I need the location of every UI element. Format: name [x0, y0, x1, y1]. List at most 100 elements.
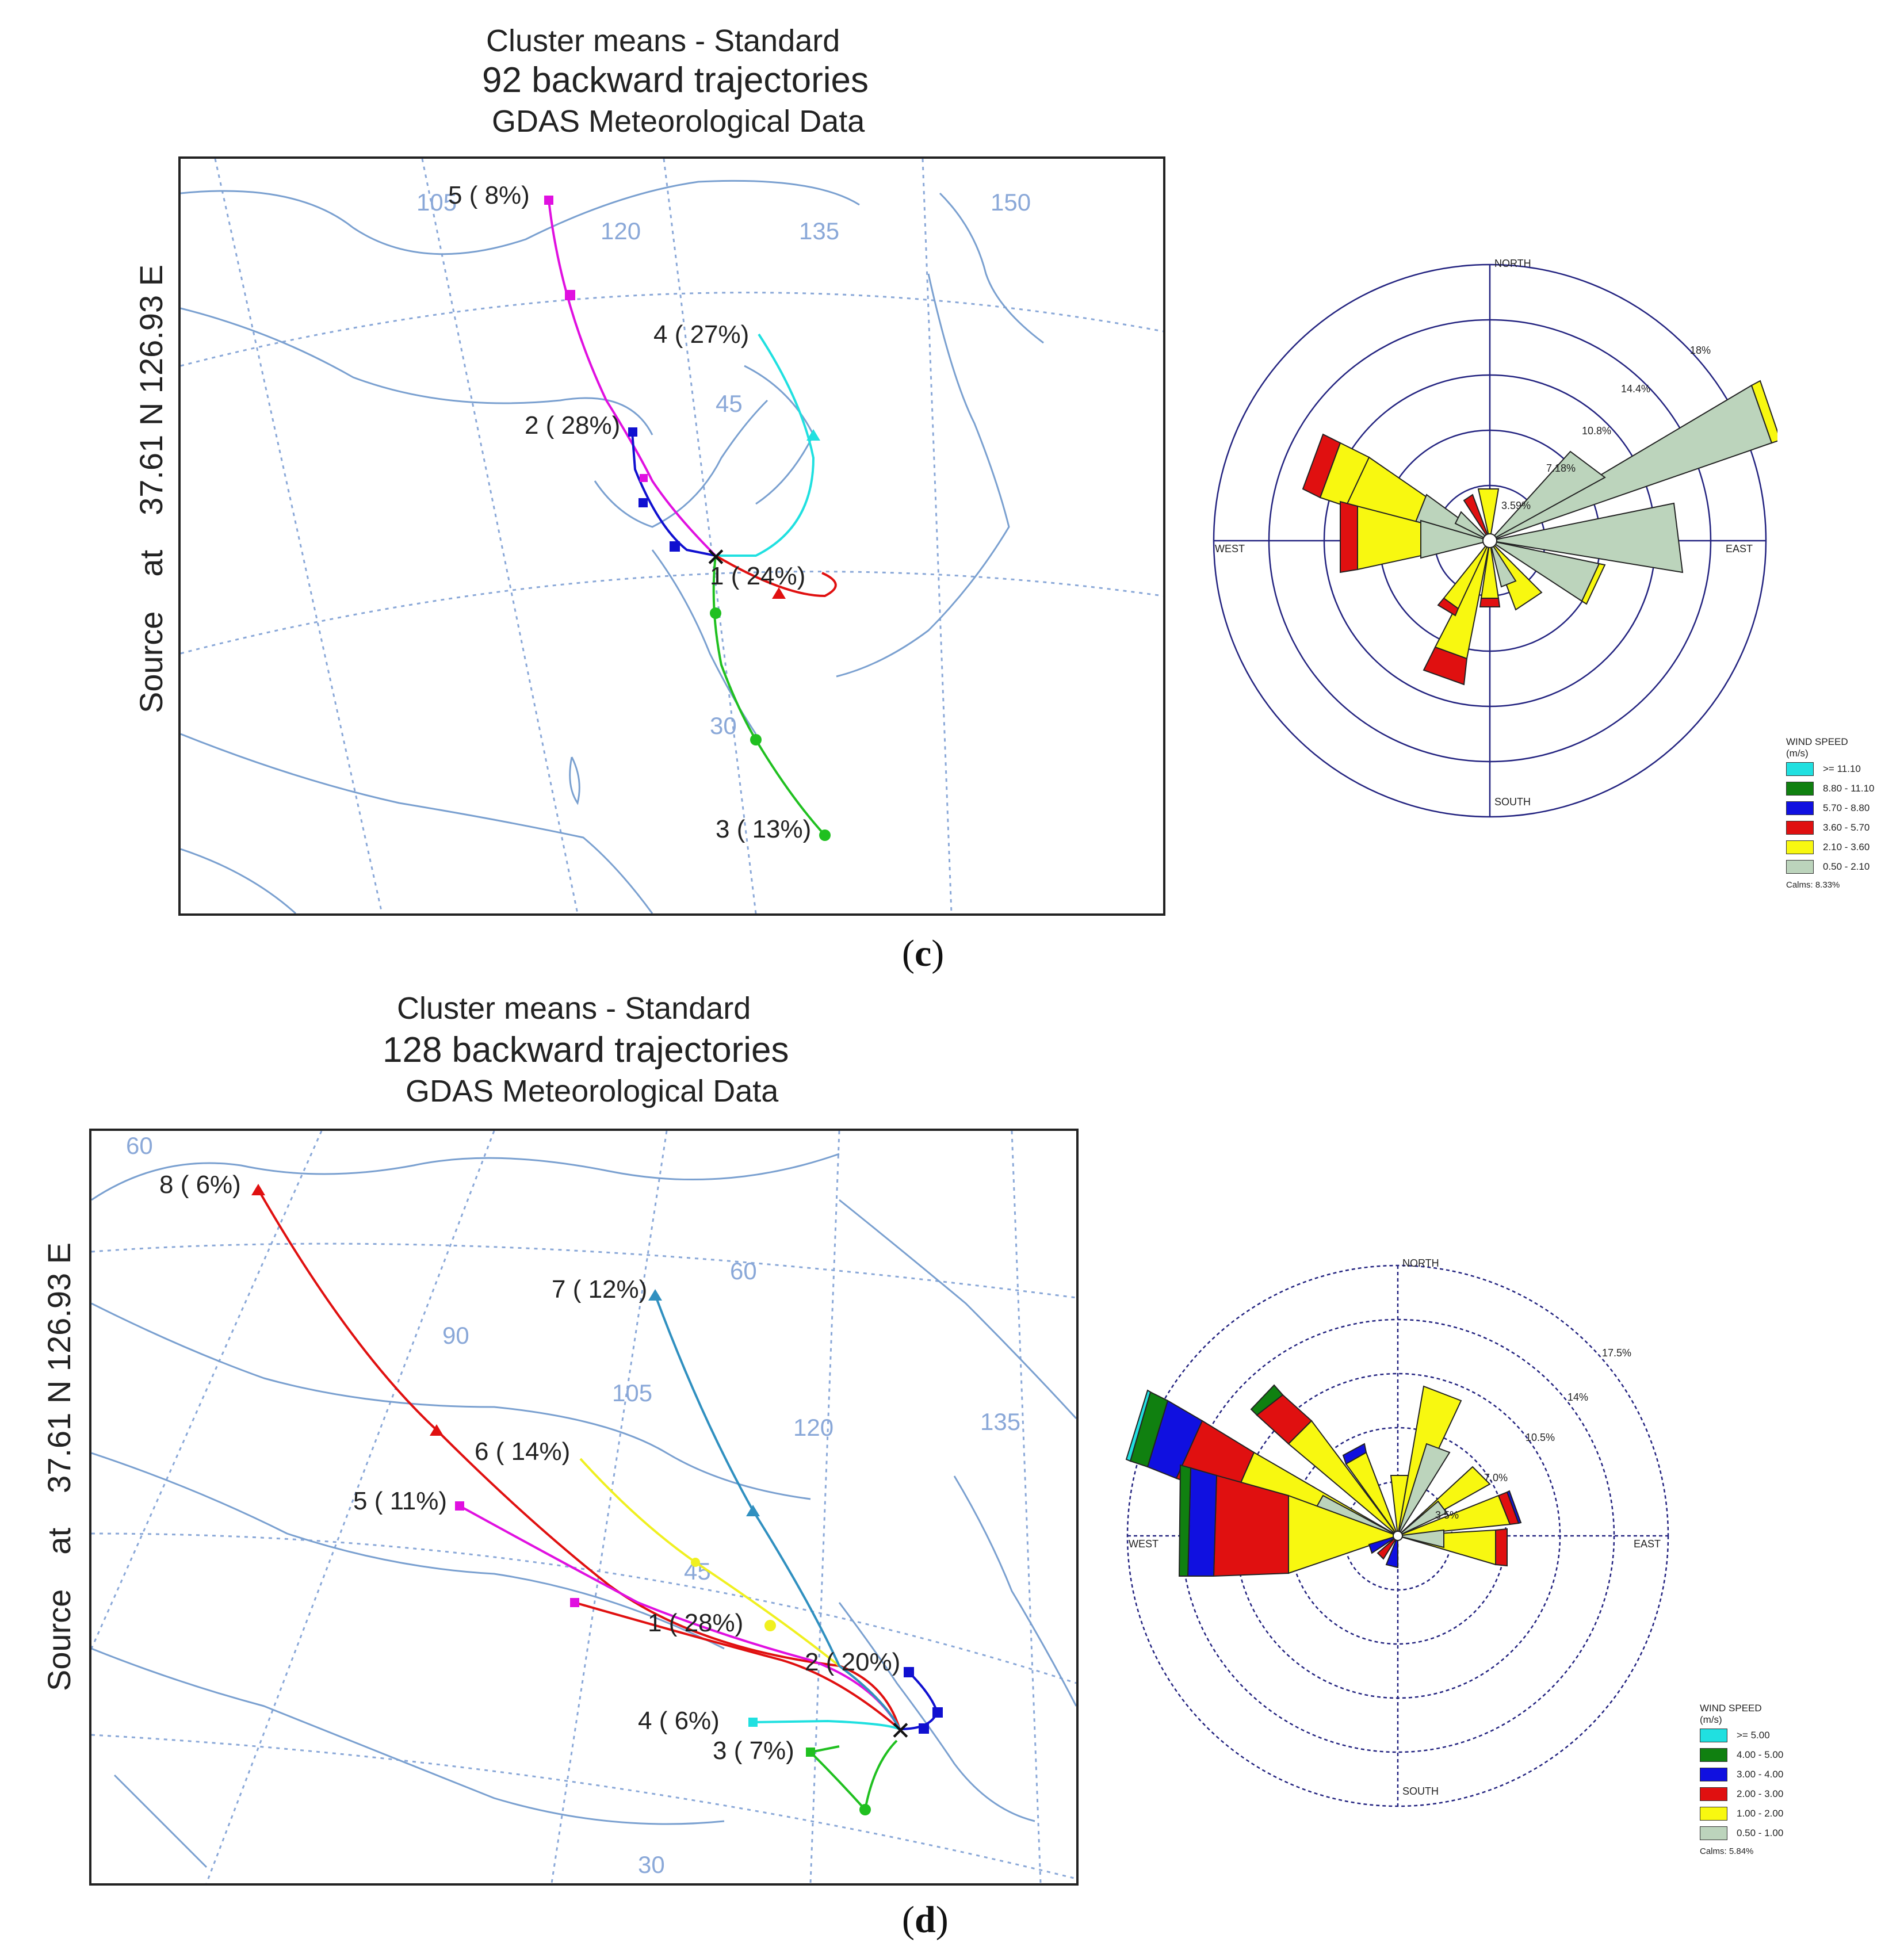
panel-d-petal [1178, 1464, 1192, 1577]
panel-d-trajectory-8 [257, 1189, 901, 1730]
panel-c-marker [640, 474, 648, 482]
panel-d-petal [1250, 1384, 1284, 1416]
panel-d-source-marker: ✕ [890, 1717, 911, 1745]
panel-d-cluster-label-3: 3 ( 7%) [713, 1737, 794, 1765]
panel-d-source-label: Sourceat37.61 N 126.93 E [41, 1242, 77, 1691]
panel-c-petal [1423, 646, 1468, 686]
legend-item: 0.50 - 1.00 [1700, 1823, 1783, 1843]
panel-c-lat-label: 30 [710, 712, 737, 739]
legend-unit: (m/s) [1786, 748, 1809, 759]
panel-d-lon-label: 105 [612, 1379, 652, 1406]
panel-d-petal [1125, 1389, 1152, 1462]
panel-d-cluster-label-5: 5 ( 11%) [353, 1487, 447, 1515]
panel-c-cluster-label-4: 4 ( 27%) [653, 320, 749, 349]
legend-item: 0.50 - 2.10 [1786, 857, 1874, 877]
panel-d-trajectory-3 [808, 1739, 898, 1813]
panel-c-direction-east: EAST [1726, 543, 1753, 555]
panel-d-cluster-label-2: 2 ( 20%) [805, 1648, 900, 1676]
panel-d-petal [1368, 1535, 1398, 1554]
legend-item: 2.00 - 3.00 [1700, 1784, 1783, 1804]
panel-d-marker [932, 1707, 943, 1718]
panel-c-cluster-label-5: 5 ( 8%) [448, 181, 530, 209]
panel-c-marker [565, 290, 575, 300]
panel-c-petal [1479, 598, 1501, 607]
panel-c-direction-north: NORTH [1494, 258, 1531, 269]
panel-c-petal [1489, 502, 1684, 573]
panel-d-ring-label: 17.5% [1602, 1347, 1631, 1359]
panel-d-windrose: NORTH SOUTH EAST WEST 3.5% 7.0% 10.5% 14… [1125, 1257, 1669, 1807]
panel-c-trajectory-3 [712, 555, 826, 836]
panel-d-lon-label: 120 [793, 1414, 834, 1441]
panel-d-marker [430, 1424, 443, 1436]
panel-c-lon-label: 120 [601, 217, 641, 244]
panel-d-cluster-label-7: 7 ( 12%) [552, 1275, 647, 1303]
panel-d-trajectory-6 [579, 1458, 901, 1730]
panel-d-title-3: GDAS Meteorological Data [406, 1074, 779, 1108]
panel-c-cluster-label-1: 1 ( 24%) [710, 562, 805, 590]
panel-d-lat-label: 60 [730, 1257, 757, 1284]
panel-c-petal [1489, 450, 1606, 541]
panel-d-marker [251, 1184, 265, 1195]
panel-c-windrose: NORTH SOUTH EAST WEST 3.59% 7.18% 10.8% … [1213, 258, 1777, 818]
legend-item: >= 11.10 [1786, 759, 1874, 779]
panel-d-marker [859, 1804, 871, 1815]
panel-d-ring-label: 3.5% [1435, 1509, 1459, 1521]
panel-c-ring-label: 3.59% [1501, 500, 1531, 511]
panel-c-cluster-label-2: 2 ( 28%) [525, 411, 620, 439]
panel-c-petal [1750, 380, 1777, 444]
legend-calms: Calms: 5.84% [1700, 1846, 1754, 1856]
panel-c-source-label: Sourceat37.61 N 126.93 E [133, 264, 169, 713]
panel-c-direction-south: SOUTH [1494, 796, 1531, 808]
panel-d-marker [806, 1748, 815, 1757]
panel-d-trajectory-map: 60 60 90 105 120 135 45 30 [89, 1129, 1079, 1886]
legend-unit: (m/s) [1700, 1714, 1722, 1725]
panel-d-marker [691, 1558, 700, 1567]
panel-c-petal [1477, 488, 1500, 541]
legend-item: >= 5.00 [1700, 1726, 1783, 1745]
panel-c-trajectory-4 [716, 333, 815, 557]
legend-calms: Calms: 8.33% [1786, 880, 1840, 890]
panel-d-lat-label: 60 [126, 1132, 153, 1159]
legend-title: WIND SPEED [1700, 1703, 1762, 1714]
panel-c-trajectory-1 [714, 555, 837, 598]
panel-d-petal [1506, 1490, 1522, 1524]
panel-d-marker [919, 1723, 929, 1734]
legend-item: 3.60 - 5.70 [1786, 818, 1874, 838]
panel-c-label: (c) [902, 932, 945, 974]
panel-d-lat-label: 30 [638, 1851, 665, 1878]
panel-c-lon-label: 135 [799, 217, 839, 244]
panel-d-cluster-label-1: 1 ( 28%) [648, 1609, 743, 1637]
panel-c-lon-label: 150 [991, 189, 1031, 216]
panel-d-windrose-legend: WIND SPEED (m/s) >= 5.00 4.00 - 5.00 3.0… [1700, 1703, 1783, 1856]
panel-c-petal [1420, 519, 1492, 559]
panel-c-title-1: Cluster means - Standard [486, 24, 840, 58]
panel-d-title-2: 128 backward trajectories [383, 1030, 789, 1070]
panel-c-petal [1454, 511, 1490, 541]
panel-d-marker [570, 1598, 579, 1607]
panel-c-title-2: 92 backward trajectories [482, 60, 869, 100]
panel-d-title-1: Cluster means - Standard [397, 991, 751, 1026]
legend-item: 2.10 - 3.60 [1786, 838, 1874, 857]
panel-c-petal [1581, 563, 1606, 605]
panel-c-ring-label: 10.8% [1582, 425, 1611, 437]
panel-d-ring-label: 7.0% [1484, 1472, 1508, 1483]
panel-d-trajectory-1 [574, 1601, 901, 1730]
legend-item: 8.80 - 11.10 [1786, 779, 1874, 798]
panel-c-petal [1302, 433, 1341, 499]
panel-d-petal [1187, 1467, 1218, 1577]
panel-c-marker [819, 829, 831, 841]
panel-d-petal [1385, 1535, 1398, 1569]
panel-d-marker [648, 1289, 662, 1301]
panel-d-marker [748, 1718, 758, 1727]
panel-c-petal [1340, 500, 1358, 573]
panel-d-trajectory-5 [459, 1505, 901, 1730]
panel-c-ring-label: 14.4% [1621, 383, 1650, 395]
panel-c-source-marker: ✕ [705, 544, 727, 572]
panel-d-petal [1377, 1535, 1398, 1560]
legend-item: 5.70 - 8.80 [1786, 798, 1874, 818]
panel-d-lon-label: 135 [980, 1408, 1020, 1435]
panel-d-direction-east: EAST [1634, 1538, 1661, 1550]
panel-d-direction-south: SOUTH [1402, 1785, 1439, 1797]
panel-d-marker [904, 1667, 914, 1677]
panel-c-marker [806, 429, 820, 441]
